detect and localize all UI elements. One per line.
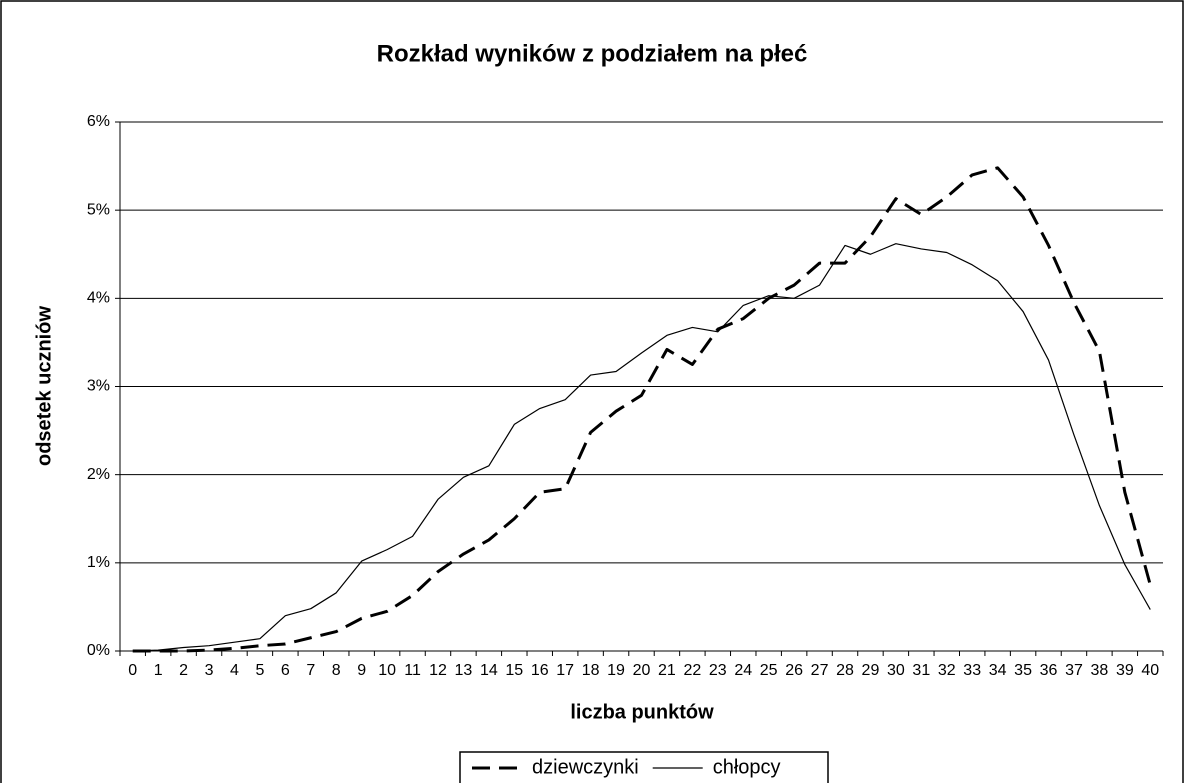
x-tick-label: 36 [1040, 662, 1058, 679]
x-tick-label: 39 [1116, 662, 1134, 679]
legend-label: dziewczynki [532, 756, 639, 778]
x-tick-label: 28 [836, 662, 854, 679]
x-tick-label: 5 [255, 662, 264, 679]
x-tick-label: 16 [531, 662, 549, 679]
x-tick-label: 25 [760, 662, 778, 679]
x-tick-label: 22 [683, 662, 701, 679]
x-tick-label: 37 [1065, 662, 1083, 679]
x-tick-label: 8 [332, 662, 341, 679]
x-tick-label: 19 [607, 662, 625, 679]
chart-title: Rozkład wyników z podziałem na płeć [377, 40, 808, 67]
x-tick-label: 35 [1014, 662, 1032, 679]
x-tick-label: 27 [811, 662, 829, 679]
x-tick-label: 15 [505, 662, 523, 679]
x-tick-label: 9 [357, 662, 366, 679]
x-tick-label: 40 [1141, 662, 1159, 679]
y-tick-label: 2% [87, 466, 110, 483]
x-tick-label: 6 [281, 662, 290, 679]
y-tick-label: 3% [87, 378, 110, 395]
x-tick-label: 26 [785, 662, 803, 679]
x-tick-label: 31 [912, 662, 930, 679]
x-tick-label: 0 [128, 662, 137, 679]
x-tick-label: 20 [633, 662, 651, 679]
legend-box [459, 751, 829, 783]
x-tick-label: 7 [306, 662, 315, 679]
x-tick-label: 2 [179, 662, 188, 679]
x-tick-label: 34 [989, 662, 1007, 679]
x-tick-label: 14 [480, 662, 498, 679]
x-tick-label: 18 [582, 662, 600, 679]
legend-label: chłopcy [713, 756, 781, 778]
x-tick-label: 4 [230, 662, 239, 679]
y-tick-label: 5% [87, 201, 110, 218]
data-line [132, 166, 1152, 653]
x-tick-label: 1 [154, 662, 163, 679]
x-tick-label: 13 [455, 662, 473, 679]
y-tick-label: 6% [87, 113, 110, 130]
x-tick-label: 30 [887, 662, 905, 679]
y-axis-title: odsetek uczniów [33, 306, 55, 466]
x-tick-label: 33 [963, 662, 981, 679]
y-tick-label: 1% [87, 554, 110, 571]
x-tick-label: 12 [429, 662, 447, 679]
x-tick-label: 21 [658, 662, 676, 679]
x-tick-label: 11 [404, 662, 421, 679]
x-tick-label: 3 [205, 662, 214, 679]
x-tick-label: 10 [378, 662, 396, 679]
data-line [132, 243, 1151, 652]
x-tick-label: 32 [938, 662, 956, 679]
x-axis-title: liczba punktów [570, 701, 714, 723]
y-tick-label: 4% [87, 290, 110, 307]
x-tick-label: 17 [556, 662, 574, 679]
x-tick-label: 38 [1091, 662, 1109, 679]
x-tick-label: 29 [862, 662, 880, 679]
y-tick-label: 0% [87, 642, 110, 659]
x-tick-label: 23 [709, 662, 727, 679]
x-tick-label: 24 [734, 662, 752, 679]
